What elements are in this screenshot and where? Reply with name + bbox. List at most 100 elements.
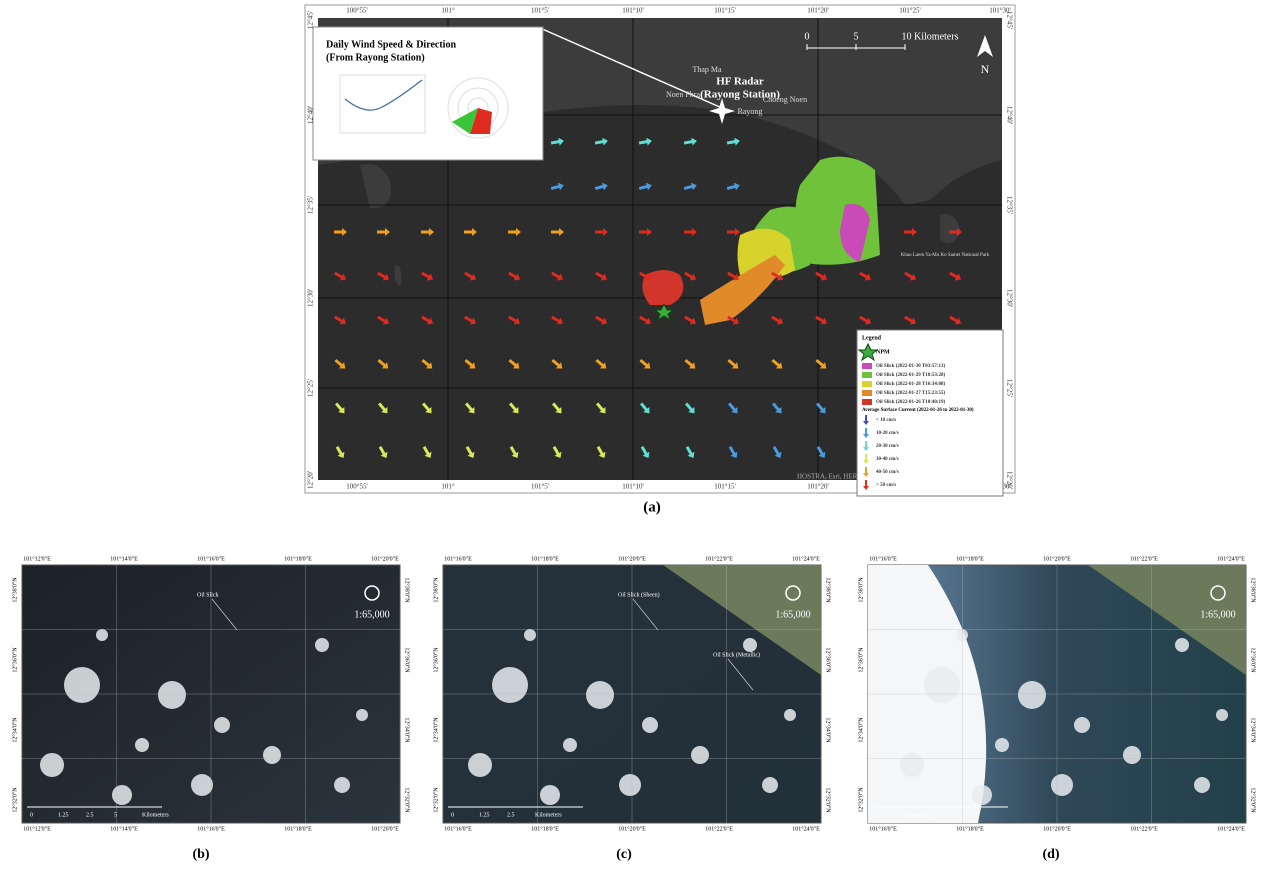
inset-subtitle: (From Rayong Station) <box>326 52 425 63</box>
cloud <box>1175 638 1189 652</box>
legend-swatch <box>862 399 872 405</box>
cloud <box>642 717 658 733</box>
top-tick: 101°18'0"E <box>284 555 312 562</box>
left-tick: 12°38'0"N <box>857 577 864 603</box>
top-tick: 101°20' <box>807 7 829 15</box>
cloud <box>468 753 492 777</box>
cloud <box>40 753 64 777</box>
top-tick: 101°25' <box>899 7 921 15</box>
bottom-tick: 101°12'0"E <box>23 825 51 832</box>
left-tick: 12°36'0"N <box>857 647 864 673</box>
cloud <box>1018 681 1046 709</box>
map-ratio: 1:65,000 <box>1200 609 1235 620</box>
scale-label: Kilometers <box>535 812 562 818</box>
slick-label: Oil Slick (Metallic) <box>713 651 760 658</box>
right-tick: 12°38'0"N <box>825 577 832 603</box>
cloud <box>743 638 757 652</box>
bottom-tick: 101°20' <box>807 483 829 491</box>
bottom-tick: 101°20'0"E <box>371 825 399 832</box>
cloud <box>956 629 968 641</box>
right-tick: 12°34'0"N <box>1250 717 1257 743</box>
top-tick: 101°10' <box>622 7 644 15</box>
cloud <box>1216 709 1228 721</box>
top-tick: 101°20'0"E <box>371 555 399 562</box>
bottom-tick: 101°22'0"E <box>1130 825 1158 832</box>
top-tick: 101°5' <box>531 7 549 15</box>
caption: (c) <box>616 847 632 862</box>
scale-label: 2.5 <box>507 812 515 818</box>
scale-label: 2.5 <box>86 812 94 818</box>
legend-slick: Oil Slick (2022-01-29 T10:53:28) <box>876 373 946 378</box>
cloud <box>1074 717 1090 733</box>
top-tick: 101°16'0"E <box>444 555 472 562</box>
right-tick: 12°20' <box>1005 471 1013 489</box>
top-tick: 101°18'0"E <box>531 555 559 562</box>
left-tick: 12°34'0"N <box>857 717 864 743</box>
legend-slick: Oil Slick (2022-01-28 T16:34:08) <box>876 382 946 387</box>
scale-label: 0 <box>805 31 810 42</box>
top-tick: 101°20'0"E <box>1043 555 1071 562</box>
map-ratio: 1:65,000 <box>354 609 389 620</box>
legend-current: 20-30 cm/s <box>876 444 899 449</box>
place-label: Rayong <box>738 107 763 116</box>
legend-current: 40-50 cm/s <box>876 470 899 475</box>
cloud <box>492 667 528 703</box>
legend-current: 10-20 cm/s <box>876 431 899 436</box>
top-tick: 101°12'0"E <box>23 555 51 562</box>
legend-slick: Oil Slick (2022-01-27 T15:23:55) <box>876 391 946 396</box>
cloud <box>619 774 641 796</box>
bottom-tick: 101°16'0"E <box>197 825 225 832</box>
legend-current-title: Average Surface Current (2022-01-26 to 2… <box>862 408 974 413</box>
right-tick: 12°32'0"N <box>825 787 832 813</box>
cloud <box>135 738 149 752</box>
cloud <box>524 629 536 641</box>
right-tick: 12°32'0"N <box>1250 787 1257 813</box>
place-label: Noen Phra <box>666 90 700 99</box>
cloud <box>691 746 709 764</box>
bottom-tick: 101°10' <box>622 483 644 491</box>
bottom-tick: 101°16'0"E <box>444 825 472 832</box>
bottom-tick: 101°20'0"E <box>618 825 646 832</box>
cloud <box>1123 746 1141 764</box>
left-tick: 12°45' <box>307 11 315 29</box>
right-tick: 12°38'0"N <box>1250 577 1257 603</box>
cloud <box>784 709 796 721</box>
inset-title: Daily Wind Speed & Direction <box>326 39 456 50</box>
north-label: N <box>981 62 990 76</box>
bottom-tick: 101°5' <box>531 483 549 491</box>
figure: HF Radar (Rayong Station) Daily Wind Spe… <box>0 0 1261 869</box>
top-tick: 100°55' <box>346 7 368 15</box>
cloud <box>191 774 213 796</box>
bottom-tick: 101°18'0"E <box>531 825 559 832</box>
scale-label: 5 <box>114 812 117 818</box>
right-tick: 12°34'0"N <box>825 717 832 743</box>
caption: (d) <box>1042 847 1059 862</box>
slick-label: Oil Slick (Sheen) <box>618 591 660 598</box>
right-tick: 12°30' <box>1005 289 1013 307</box>
legend-title: Legend <box>862 335 882 341</box>
bottom-tick: 101°20'0"E <box>1043 825 1071 832</box>
top-tick: 101°16'0"E <box>197 555 225 562</box>
right-tick: 12°25' <box>1005 379 1013 397</box>
legend-slick: Oil Slick (2022-01-26 T10:40:19) <box>876 400 946 405</box>
top-tick: 101°15' <box>714 7 736 15</box>
bottom-tick: 101°15' <box>714 483 736 491</box>
bottom-tick: 101°24'0"E <box>792 825 820 832</box>
place-label: Khao Laem Ya-Mu Ko Samet National Park <box>901 253 990 258</box>
right-tick: 12°40' <box>1005 106 1013 124</box>
left-tick: 12°20' <box>307 471 315 489</box>
legend-current: > 50 cm/s <box>876 483 896 488</box>
cloud <box>972 785 992 805</box>
bottom-tick: 101°24'0"E <box>1217 825 1245 832</box>
bottom-tick: 100°55' <box>346 483 368 491</box>
left-tick: 12°30' <box>307 289 315 307</box>
right-tick: 12°36'0"N <box>1250 647 1257 673</box>
scale-label: 0 <box>876 812 879 818</box>
left-tick: 12°36'0"N <box>11 647 18 673</box>
cloud <box>158 681 186 709</box>
left-tick: 12°38'0"N <box>432 577 439 603</box>
right-tick: 12°36'0"N <box>825 647 832 673</box>
scale-label: 1.25 <box>479 812 490 818</box>
scale-label: 5 <box>854 31 859 42</box>
right-tick: 12°34'0"N <box>404 717 411 743</box>
